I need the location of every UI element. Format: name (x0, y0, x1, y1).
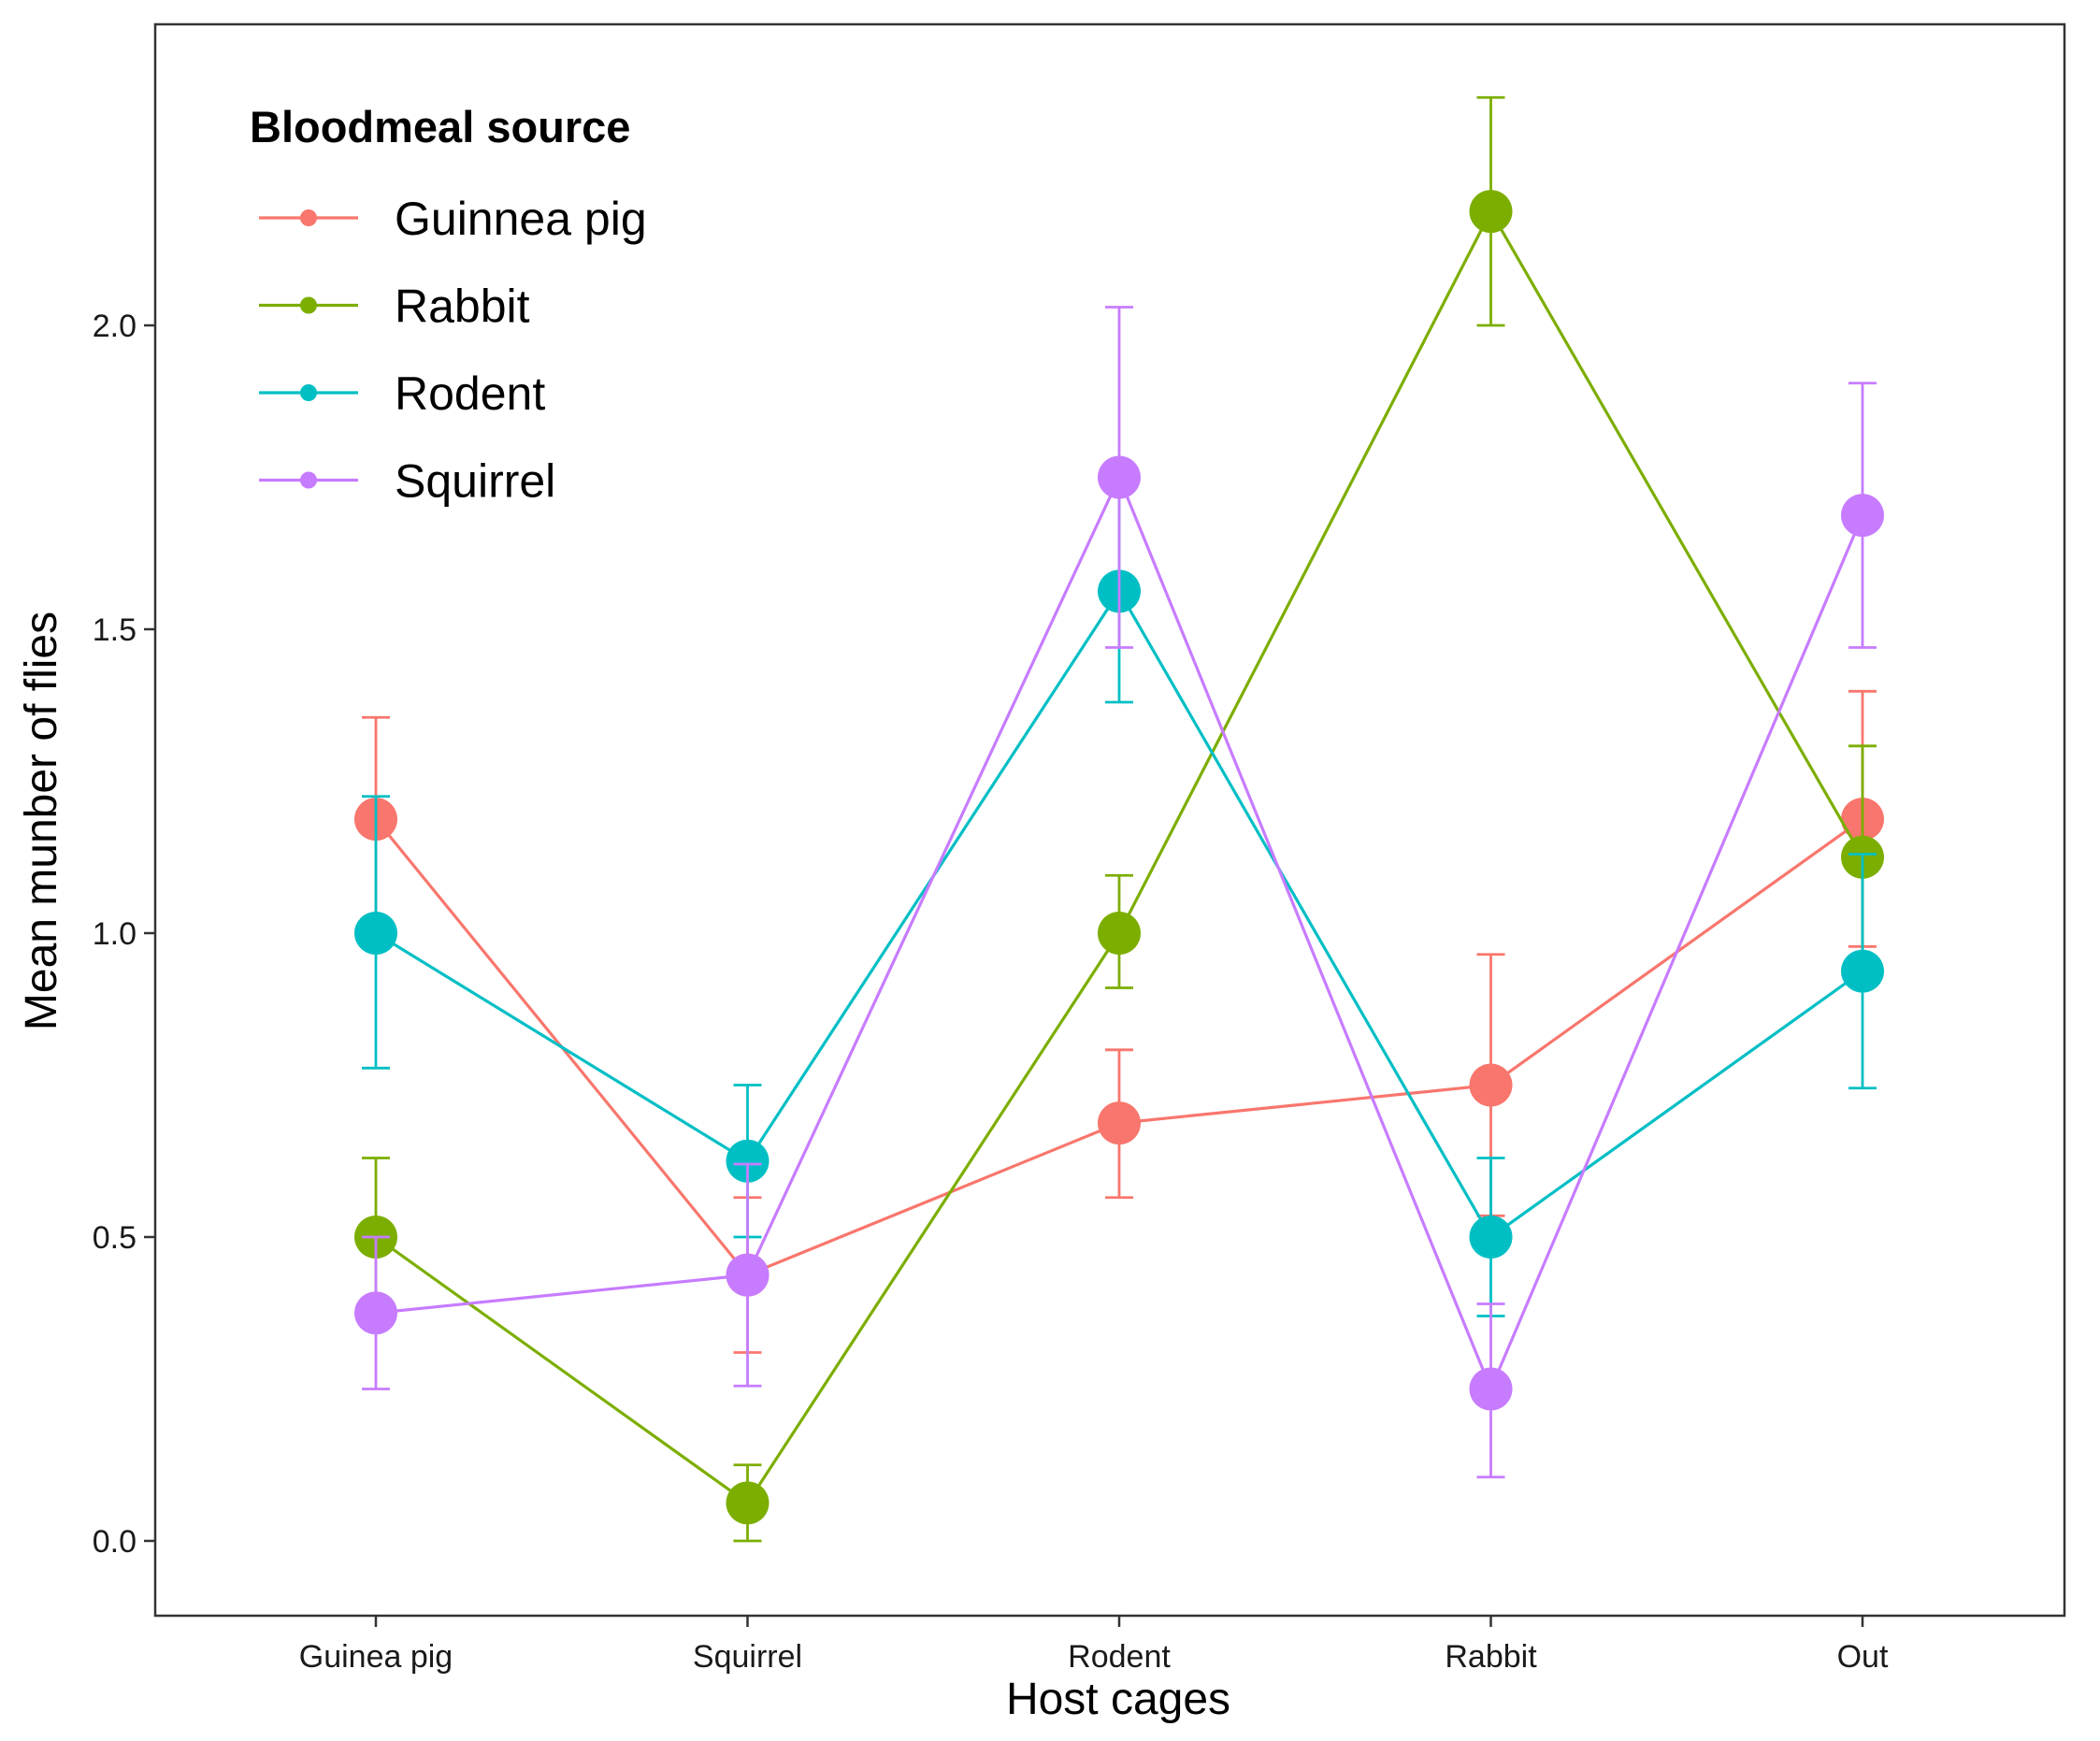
legend-label: Rodent (395, 367, 545, 420)
y-tick-label: 1.5 (93, 612, 137, 648)
series-layer (354, 95, 1884, 1543)
y-tick-label: 0.5 (93, 1220, 137, 1256)
x-tick-label: Rodent (1068, 1639, 1171, 1675)
y-tick-label: 0.0 (93, 1524, 137, 1560)
legend-item-rabbit: Rabbit (259, 281, 530, 333)
data-point (354, 912, 397, 955)
series-rabbit (354, 95, 1884, 1543)
data-point (1469, 1216, 1513, 1259)
legend: Bloodmeal source Guinnea pig Rabbit Rodent… (250, 102, 647, 508)
x-tick-label: Rabbit (1445, 1639, 1537, 1675)
data-point (726, 1253, 770, 1297)
data-point (1841, 494, 1884, 538)
y-tick-label: 2.0 (93, 309, 137, 344)
legend-label: Guinnea pig (395, 193, 647, 245)
data-point (1098, 912, 1141, 955)
series-squirrel (354, 306, 1884, 1479)
y-axis: 0.0 0.5 1.0 1.5 2.0 (93, 309, 155, 1560)
x-axis: Guinea pig Squirrel Rodent Rabbit Out (299, 1616, 1889, 1675)
legend-item-rodent: Rodent (259, 367, 545, 420)
data-point (1098, 1101, 1141, 1145)
legend-item-squirrel: Squirrel (259, 455, 555, 508)
plot-panel-border (153, 22, 2066, 1618)
legend-key-point (300, 471, 317, 489)
legend-key-point (300, 296, 317, 314)
legend-title: Bloodmeal source (250, 102, 630, 151)
legend-label: Rabbit (395, 281, 530, 333)
data-point (1841, 949, 1884, 993)
x-axis-title: Host cages (1006, 1675, 1230, 1724)
data-point (1469, 1063, 1513, 1107)
y-axis-title: Mean munber of flies (17, 612, 66, 1030)
legend-label: Squirrel (395, 455, 555, 508)
data-point (1469, 1367, 1513, 1411)
legend-item-guinnea-pig: Guinnea pig (259, 193, 647, 245)
legend-key-point (300, 384, 317, 401)
data-point (1469, 190, 1513, 234)
data-point (1098, 455, 1141, 499)
data-point (354, 1291, 397, 1335)
series-guinnea-pig (354, 689, 1884, 1354)
x-tick-label: Out (1837, 1639, 1889, 1675)
data-point (726, 1481, 770, 1525)
legend-entries: Guinnea pig Rabbit Rodent Squirrel (259, 193, 647, 508)
y-tick-label: 1.0 (93, 916, 137, 952)
x-tick-label: Guinea pig (299, 1639, 453, 1675)
x-tick-label: Squirrel (693, 1639, 802, 1675)
legend-key-point (300, 209, 317, 226)
data-point (726, 1139, 770, 1183)
